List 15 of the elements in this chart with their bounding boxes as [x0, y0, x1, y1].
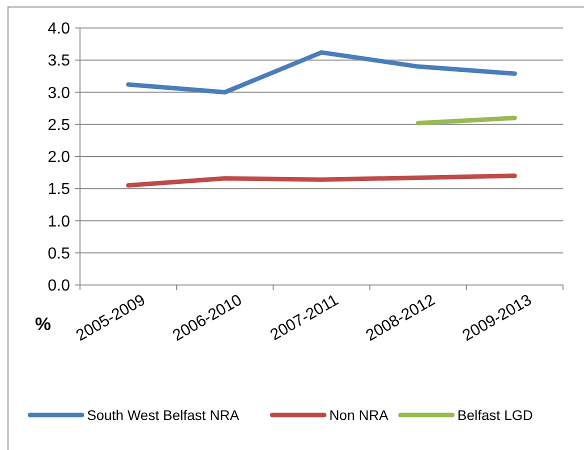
- y-tick-label: 4.0: [48, 20, 70, 38]
- y-tick-label: 1.0: [48, 213, 70, 230]
- line-series: [126, 174, 517, 188]
- y-tick-label: 0.5: [48, 245, 70, 262]
- y-axis-title: %: [35, 314, 52, 334]
- y-tick-label: 0.0: [48, 278, 70, 295]
- y-tick-label: 2.0: [48, 149, 70, 166]
- y-tick-label: 3.0: [48, 84, 70, 102]
- legend-label: South West Belfast NRA: [87, 406, 240, 423]
- legend-label: Belfast LGD: [457, 406, 533, 423]
- y-tick-label: 3.5: [48, 52, 70, 70]
- legend-label: Non NRA: [329, 406, 389, 423]
- line-series: [126, 50, 517, 94]
- y-tick-label: 1.5: [48, 181, 70, 198]
- y-tick-label: 2.5: [48, 116, 70, 134]
